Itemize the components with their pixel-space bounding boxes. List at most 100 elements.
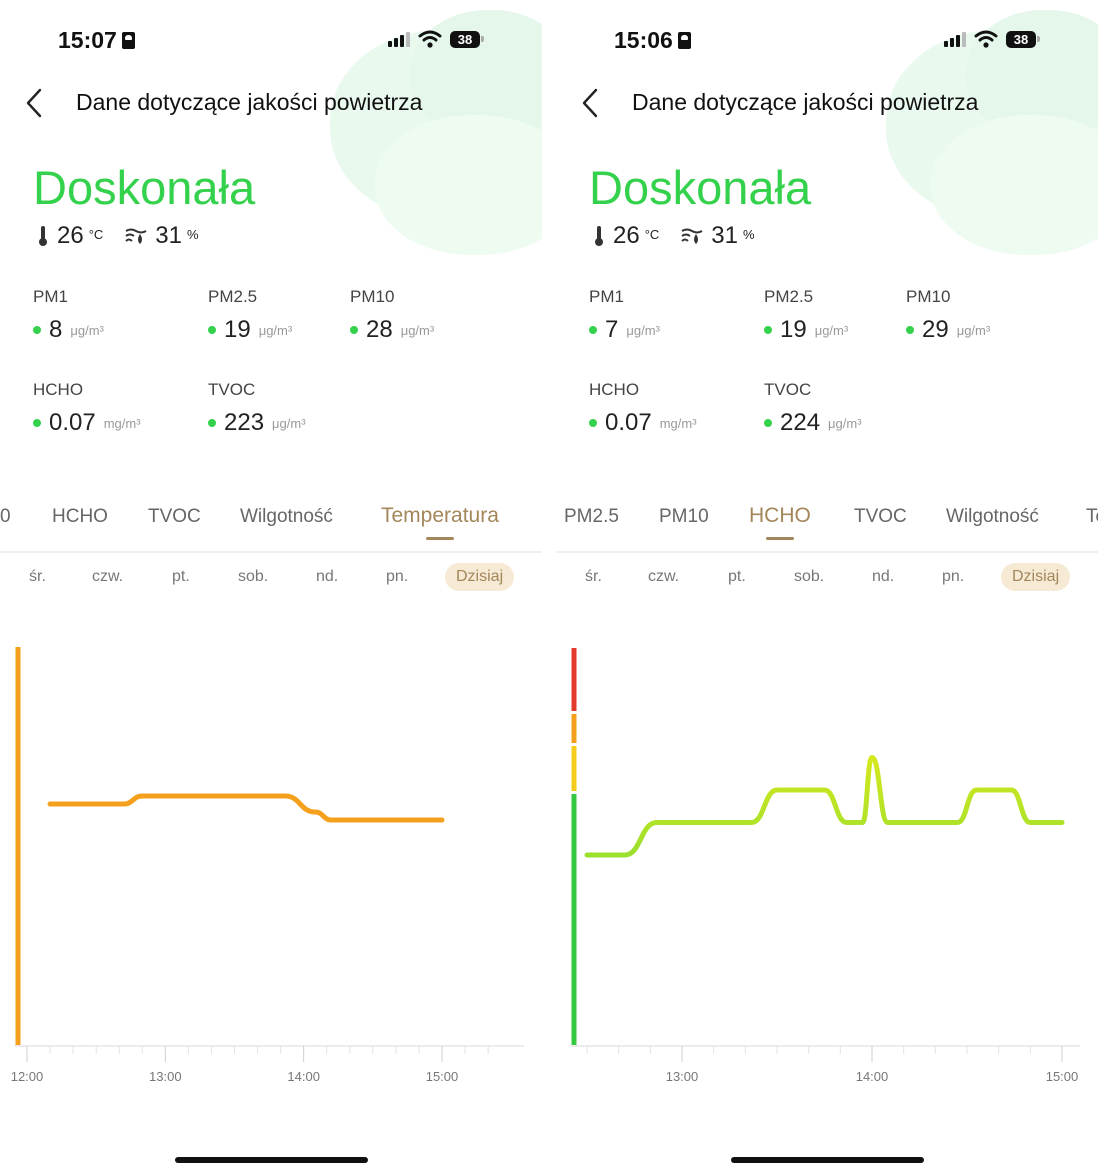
status-dot — [589, 326, 597, 334]
status-dot — [906, 326, 914, 334]
y-axis-bar — [15, 647, 21, 1045]
day-4[interactable]: nd. — [316, 568, 339, 585]
day-1[interactable]: czw. — [92, 568, 124, 585]
metric-label: TVOC — [208, 380, 256, 399]
x-tick-label: 14:00 — [856, 1069, 889, 1084]
metric-pm10: PM10 28 μg/m³ — [350, 287, 434, 344]
day-today[interactable]: Dzisiaj — [445, 563, 515, 591]
metric-value: 19 — [224, 316, 251, 343]
metric-value: 0.07 — [605, 409, 652, 436]
y-scale-segment — [571, 794, 577, 1045]
metric-unit: μg/m³ — [828, 415, 862, 431]
day-2[interactable]: pt. — [172, 568, 190, 585]
day-4[interactable]: nd. — [872, 568, 895, 585]
status-time: 15:06 — [614, 27, 691, 54]
wifi-icon — [974, 30, 998, 48]
metric-unit: μg/m³ — [814, 322, 849, 338]
metric-tvoc: TVOC 224 μg/m³ — [764, 380, 862, 437]
tab-pm10[interactable]: PM10 — [659, 506, 709, 527]
line-chart: 13:00 14:00 15:00 — [570, 648, 1080, 1084]
background-blob — [931, 115, 1098, 255]
tab-hcho[interactable]: HCHO — [52, 506, 108, 527]
metric-value: 8 — [49, 316, 63, 343]
tab-wilgotność[interactable]: Wilgotność — [240, 506, 333, 527]
y-scale-segment — [571, 746, 577, 791]
metric-label: PM1 — [33, 287, 68, 306]
status-bar-icons: 38 — [944, 30, 1040, 48]
day-1[interactable]: czw. — [648, 568, 680, 585]
battery-level: 38 — [450, 30, 480, 48]
status-dot — [208, 326, 216, 334]
metric-hcho: HCHO 0.07 mg/m³ — [589, 380, 697, 437]
metric-pm1: PM1 8 μg/m³ — [33, 287, 104, 344]
metric-pm10: PM10 29 μg/m³ — [906, 287, 990, 344]
metric-pm1: PM1 7 μg/m³ — [589, 287, 660, 344]
day-3[interactable]: sob. — [794, 568, 825, 585]
metric-value: 7 — [605, 316, 619, 343]
metric-unit: μg/m³ — [956, 322, 991, 338]
metric-unit: mg/m³ — [659, 415, 697, 431]
tab-divider — [0, 551, 542, 553]
tab-wilgotność[interactable]: Wilgotność — [946, 506, 1039, 527]
battery-icon: 38 — [450, 30, 484, 48]
background-blob — [375, 115, 542, 255]
humidity-unit: % — [743, 226, 755, 242]
metric-label: HCHO — [33, 380, 84, 399]
metric-unit: μg/m³ — [272, 415, 306, 431]
tab-te[interactable]: Te — [1086, 506, 1098, 527]
metric-pm25: PM2.5 19 μg/m³ — [764, 287, 848, 344]
thermometer-icon — [595, 226, 603, 246]
x-tick-label: 13:00 — [666, 1069, 699, 1084]
x-tick-label: 15:00 — [1046, 1069, 1079, 1084]
day-today[interactable]: Dzisiaj — [1001, 563, 1071, 591]
phone-screen-left: 15:07 38 Dane dotyczące jakości powietrz… — [0, 0, 542, 1176]
id-card-icon — [121, 32, 135, 49]
metric-value: 29 — [922, 316, 949, 343]
metric-label: TVOC — [764, 380, 812, 399]
humidity-icon — [125, 228, 147, 244]
humidity-icon — [681, 228, 703, 244]
x-tick-label: 15:00 — [426, 1069, 459, 1084]
temperature-unit: °C — [644, 226, 660, 242]
status-time: 15:07 — [58, 27, 135, 54]
metric-unit: μg/m³ — [258, 322, 293, 338]
tab-hcho[interactable]: HCHO — [749, 504, 811, 527]
data-series-line — [584, 755, 1065, 858]
metric-pm25: PM2.5 19 μg/m³ — [208, 287, 292, 344]
metric-label: PM1 — [589, 287, 624, 306]
tab-0[interactable]: 0 — [0, 506, 11, 527]
status-dot — [350, 326, 358, 334]
metric-value: 224 — [780, 409, 821, 436]
humidity-unit: % — [187, 226, 199, 242]
day-0[interactable]: śr. — [585, 568, 602, 585]
day-5[interactable]: pn. — [386, 568, 409, 585]
signal-icon — [944, 31, 966, 47]
humidity-value: 31 — [711, 222, 738, 249]
data-series-line — [47, 793, 445, 823]
tab-tvoc[interactable]: TVOC — [148, 506, 201, 527]
status-dot — [33, 419, 41, 427]
status-dot — [589, 419, 597, 427]
metric-hcho: HCHO 0.07 mg/m³ — [33, 380, 141, 437]
humidity-value: 31 — [155, 222, 182, 249]
status-dot — [764, 326, 772, 334]
x-tick-label: 12:00 — [11, 1069, 44, 1084]
tab-temperatura[interactable]: Temperatura — [381, 504, 499, 527]
id-card-icon — [677, 32, 691, 49]
metric-label: PM10 — [350, 287, 395, 306]
tab-tvoc[interactable]: TVOC — [854, 506, 907, 527]
day-3[interactable]: sob. — [238, 568, 269, 585]
y-scale-segment — [571, 648, 577, 711]
back-chevron-icon[interactable] — [578, 86, 608, 120]
temperature-value: 26 — [613, 222, 640, 249]
battery-level: 38 — [1006, 30, 1036, 48]
day-2[interactable]: pt. — [728, 568, 746, 585]
day-5[interactable]: pn. — [942, 568, 965, 585]
temperature-unit: °C — [88, 226, 104, 242]
tab-pm25[interactable]: PM2.5 — [564, 506, 619, 527]
back-chevron-icon[interactable] — [22, 86, 52, 120]
day-0[interactable]: śr. — [29, 568, 46, 585]
temperature-value: 26 — [57, 222, 84, 249]
metric-unit: mg/m³ — [103, 415, 141, 431]
metric-tabs: 0 HCHO TVOC Wilgotność Temperatura — [0, 504, 542, 552]
